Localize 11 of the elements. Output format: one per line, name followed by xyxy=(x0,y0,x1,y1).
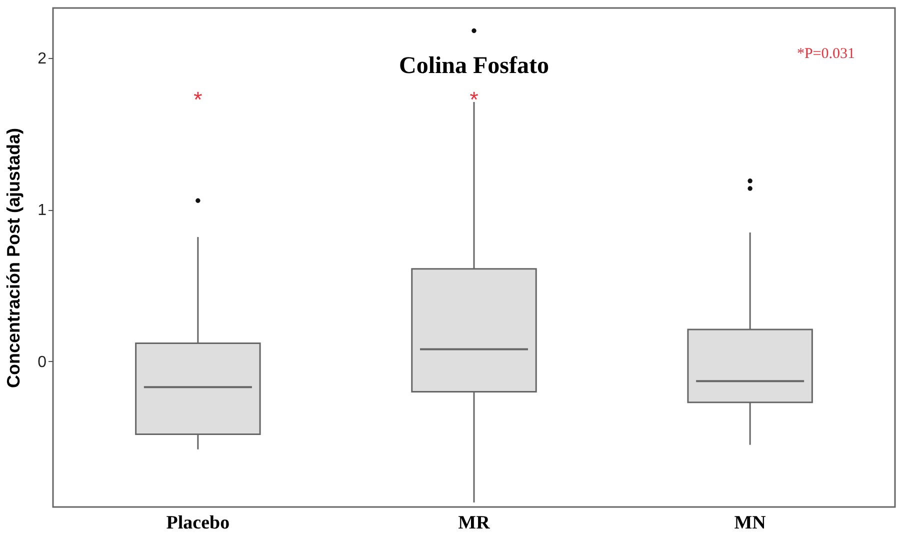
annotation: *P=0.031 xyxy=(796,46,855,62)
x-tick-label: MN xyxy=(734,512,766,534)
y-tick-label: 2 xyxy=(38,50,47,68)
text: Colina Fosfato xyxy=(399,53,549,79)
x-tick-label: Placebo xyxy=(166,512,230,534)
y-tick-label: 1 xyxy=(38,202,47,220)
annotation: * xyxy=(470,87,479,112)
annotation: * xyxy=(194,87,203,112)
y-tick-label: 0 xyxy=(38,354,47,371)
x-tick-label: MR xyxy=(458,512,490,534)
y-axis-title: Concentración Post (ajustada) xyxy=(4,128,24,388)
